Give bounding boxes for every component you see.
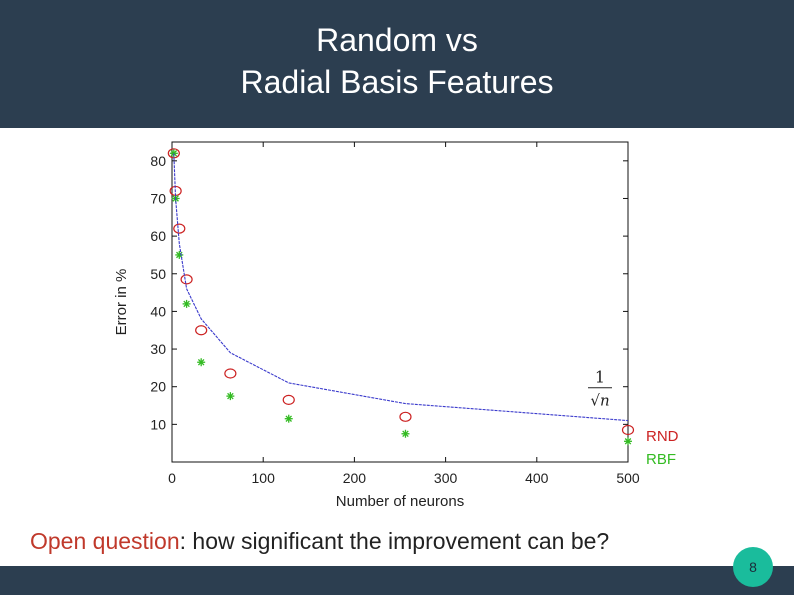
y-tick-label: 70 — [150, 190, 166, 206]
open-question-highlight: Open question — [30, 528, 180, 554]
rnd-point — [282, 394, 295, 405]
legend-rnd: RND — [646, 428, 679, 445]
rbf-point-stroke — [624, 438, 632, 445]
rbf-point — [169, 149, 178, 158]
rnd-point — [621, 424, 635, 436]
rbf-point — [284, 414, 293, 423]
rnd-point — [173, 223, 186, 234]
rnd-point — [195, 325, 208, 336]
open-question-text: Open question: how significant the impro… — [30, 528, 609, 555]
sqrt-n-annotation: 1 √n — [588, 368, 612, 410]
x-tick-label: 200 — [343, 470, 367, 486]
y-tick-label: 10 — [150, 416, 166, 432]
x-tick-label: 100 — [252, 470, 276, 486]
rnd-point — [224, 368, 237, 379]
rbf-point — [624, 437, 632, 446]
y-tick-label: 60 — [150, 228, 166, 244]
x-tick-label: 400 — [525, 470, 549, 486]
rbf-point — [226, 392, 235, 401]
annotation-numerator: 1 — [595, 368, 605, 387]
title-bar: Random vs Radial Basis Features — [0, 0, 794, 128]
y-axis-label: Error in % — [113, 269, 130, 336]
y-tick-label: 20 — [150, 379, 166, 395]
sqrt-n-curve — [173, 153, 629, 422]
x-tick-label: 500 — [616, 470, 640, 486]
rbf-point — [401, 429, 410, 438]
error-vs-neurons-chart: 0 100 200 300 400 500 10 20 30 40 50 60 70 80 Number o… — [113, 141, 640, 510]
plot-frame — [171, 141, 629, 463]
rbf-point — [197, 358, 206, 367]
rnd-point — [399, 411, 412, 422]
legend-rbf: RBF — [646, 451, 676, 468]
rbf-point-stroke — [285, 415, 292, 422]
rbf-point — [182, 299, 191, 308]
rbf-point-stroke — [227, 392, 234, 400]
annotation-denominator: √n — [590, 392, 609, 410]
y-tick-label: 80 — [150, 153, 166, 169]
y-tick-label: 30 — [150, 341, 166, 357]
x-tick-label: 0 — [168, 470, 176, 486]
x-axis-label: Number of neurons — [336, 493, 464, 510]
rnd-point — [180, 274, 193, 285]
x-tick-label: 300 — [434, 470, 458, 486]
y-tick-label: 50 — [150, 266, 166, 282]
footer-bar — [0, 566, 794, 595]
y-tick-label: 40 — [150, 303, 166, 319]
page-number-badge: 8 — [733, 547, 773, 587]
rbf-point-stroke — [183, 300, 190, 308]
slide-title-line-2: Radial Basis Features — [240, 64, 554, 100]
rbf-point-stroke — [402, 430, 409, 438]
slide-title-line-1: Random vs — [316, 22, 478, 58]
open-question-rest: : how significant the improvement can be… — [179, 528, 610, 554]
rbf-point-stroke — [170, 150, 178, 157]
rbf-point-stroke — [197, 358, 205, 366]
